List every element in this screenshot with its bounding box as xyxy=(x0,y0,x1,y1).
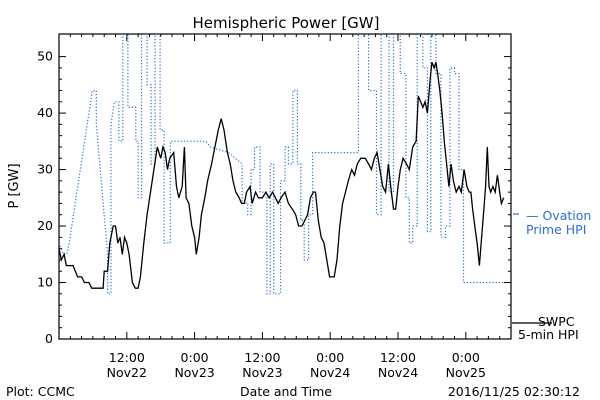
y-axis-label: P [GW] xyxy=(7,163,22,208)
plot-frame xyxy=(58,33,512,340)
y-tick-label: 0 xyxy=(45,331,53,346)
legend-ovation-label: — Ovation xyxy=(526,208,591,223)
x-tick-label-time: 0:00 xyxy=(316,350,344,365)
y-tick-label: 30 xyxy=(37,162,53,177)
y-tick-label: 50 xyxy=(37,49,53,64)
y-tick-label: 20 xyxy=(37,218,53,233)
series-ovation-line xyxy=(59,34,504,295)
x-tick-label-date: Nov23 xyxy=(242,365,282,380)
x-axis: 12:00Nov220:00Nov2312:00Nov230:00Nov2412… xyxy=(69,34,501,380)
x-tick-label-time: 0:00 xyxy=(452,350,480,365)
x-tick-label-time: 12:00 xyxy=(380,350,416,365)
y-axis: 0 10 20 30 40 50 xyxy=(37,49,511,346)
y-tick-label: 10 xyxy=(37,275,53,290)
x-axis-label: Date and Time xyxy=(240,384,332,399)
x-tick-label-time: 12:00 xyxy=(109,350,145,365)
footer-timestamp: 2016/11/25 02:30:12 xyxy=(448,384,580,399)
chart-title: Hemispheric Power [GW] xyxy=(193,14,380,32)
legend-swpc-label: SWPC xyxy=(538,314,575,329)
y-tick-label: 40 xyxy=(37,105,53,120)
legend-swpc-label-2: 5-min HPI xyxy=(518,327,579,342)
legend: — Ovation Prime HPI SWPC 5-min HPI xyxy=(512,208,591,342)
x-tick-label-date: Nov22 xyxy=(107,365,147,380)
series-swpc-line xyxy=(59,61,505,289)
x-tick-label-time: 0:00 xyxy=(181,350,209,365)
x-tick-label-time: 12:00 xyxy=(244,350,280,365)
legend-ovation-label-2: Prime HPI xyxy=(526,222,586,237)
x-tick-label-date: Nov24 xyxy=(378,365,418,380)
x-tick-label-date: Nov25 xyxy=(446,365,486,380)
x-tick-label-date: Nov24 xyxy=(310,365,350,380)
series-group xyxy=(59,34,505,295)
x-tick-label-date: Nov23 xyxy=(174,365,214,380)
footer-plot-credit: Plot: CCMC xyxy=(6,384,75,399)
